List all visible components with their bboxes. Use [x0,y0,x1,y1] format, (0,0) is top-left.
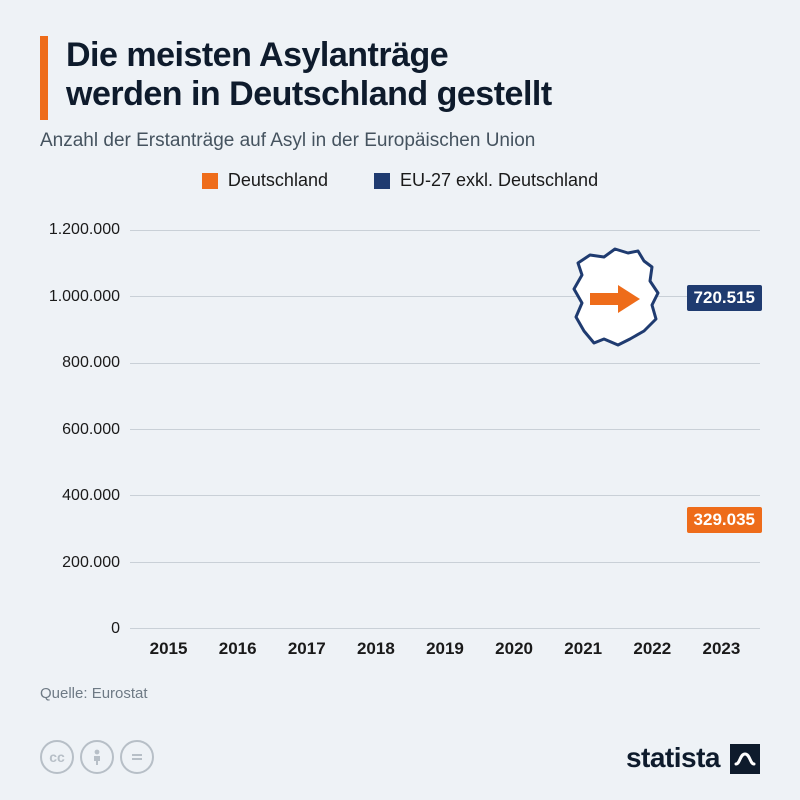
y-tick-label: 200.000 [62,554,120,572]
bars-container [130,197,760,628]
x-label: 2016 [210,629,266,669]
grid-line [130,495,760,496]
brand-name: statista [626,742,720,774]
grid-line [130,230,760,231]
x-label: 2015 [141,629,197,669]
y-axis: 0200.000400.000600.000800.0001.000.0001.… [40,197,130,629]
grid-line [130,429,760,430]
grid-line [130,296,760,297]
chart-title: Die meisten Asylanträge werden in Deutsc… [66,36,760,114]
x-label: 2018 [348,629,404,669]
chart: 0 200.000 400.000 600.000 800.000 1.000.000 1.… [40,197,760,669]
title-block: Die meisten Asylanträge werden in Deutsc… [40,36,760,120]
legend-item-deutschland: Deutschland [202,170,328,191]
y-tick-label: 600.000 [62,421,120,439]
title-line-2: werden in Deutschland gestellt [66,75,552,113]
footer: cc statista [40,740,760,774]
title-line-1: Die meisten Asylanträge [66,36,448,74]
x-label: 2021 [555,629,611,669]
grid-line [130,363,760,364]
y-tick-label: 1.200.000 [49,221,120,239]
plot-area: 720.515 329.035 [130,197,760,629]
cc-icon: cc [40,740,74,774]
legend-item-eu27: EU-27 exkl. Deutschland [374,170,598,191]
by-icon [80,740,114,774]
brand-logo: statista [626,742,760,774]
y-tick-label: 1.000.000 [49,288,120,306]
source-label: Quelle: Eurostat [40,685,760,702]
license-icons: cc [40,740,154,774]
accent-bar [40,36,48,120]
chart-subtitle: Anzahl der Erstanträge auf Asyl in der E… [40,130,760,152]
x-label: 2023 [693,629,749,669]
brand-mark-icon [730,744,760,774]
nd-icon [120,740,154,774]
value-label: 329.035 [687,507,762,533]
legend-swatch-1 [202,173,218,189]
legend-label-2: EU-27 exkl. Deutschland [400,170,598,191]
x-label: 2017 [279,629,335,669]
x-label: 2020 [486,629,542,669]
x-axis: 2015 2016 2017 2018 2019 2020 2021 2022 2023 [130,629,760,669]
legend-label-1: Deutschland [228,170,328,191]
legend-swatch-2 [374,173,390,189]
x-label: 2019 [417,629,473,669]
grid-line [130,562,760,563]
value-label: 720.515 [687,285,762,311]
y-tick-label: 800.000 [62,354,120,372]
y-tick-label: 400.000 [62,487,120,505]
chart-legend: Deutschland EU-27 exkl. Deutschland [40,170,760,191]
x-label: 2022 [624,629,680,669]
y-tick-label: 0 [111,620,120,638]
